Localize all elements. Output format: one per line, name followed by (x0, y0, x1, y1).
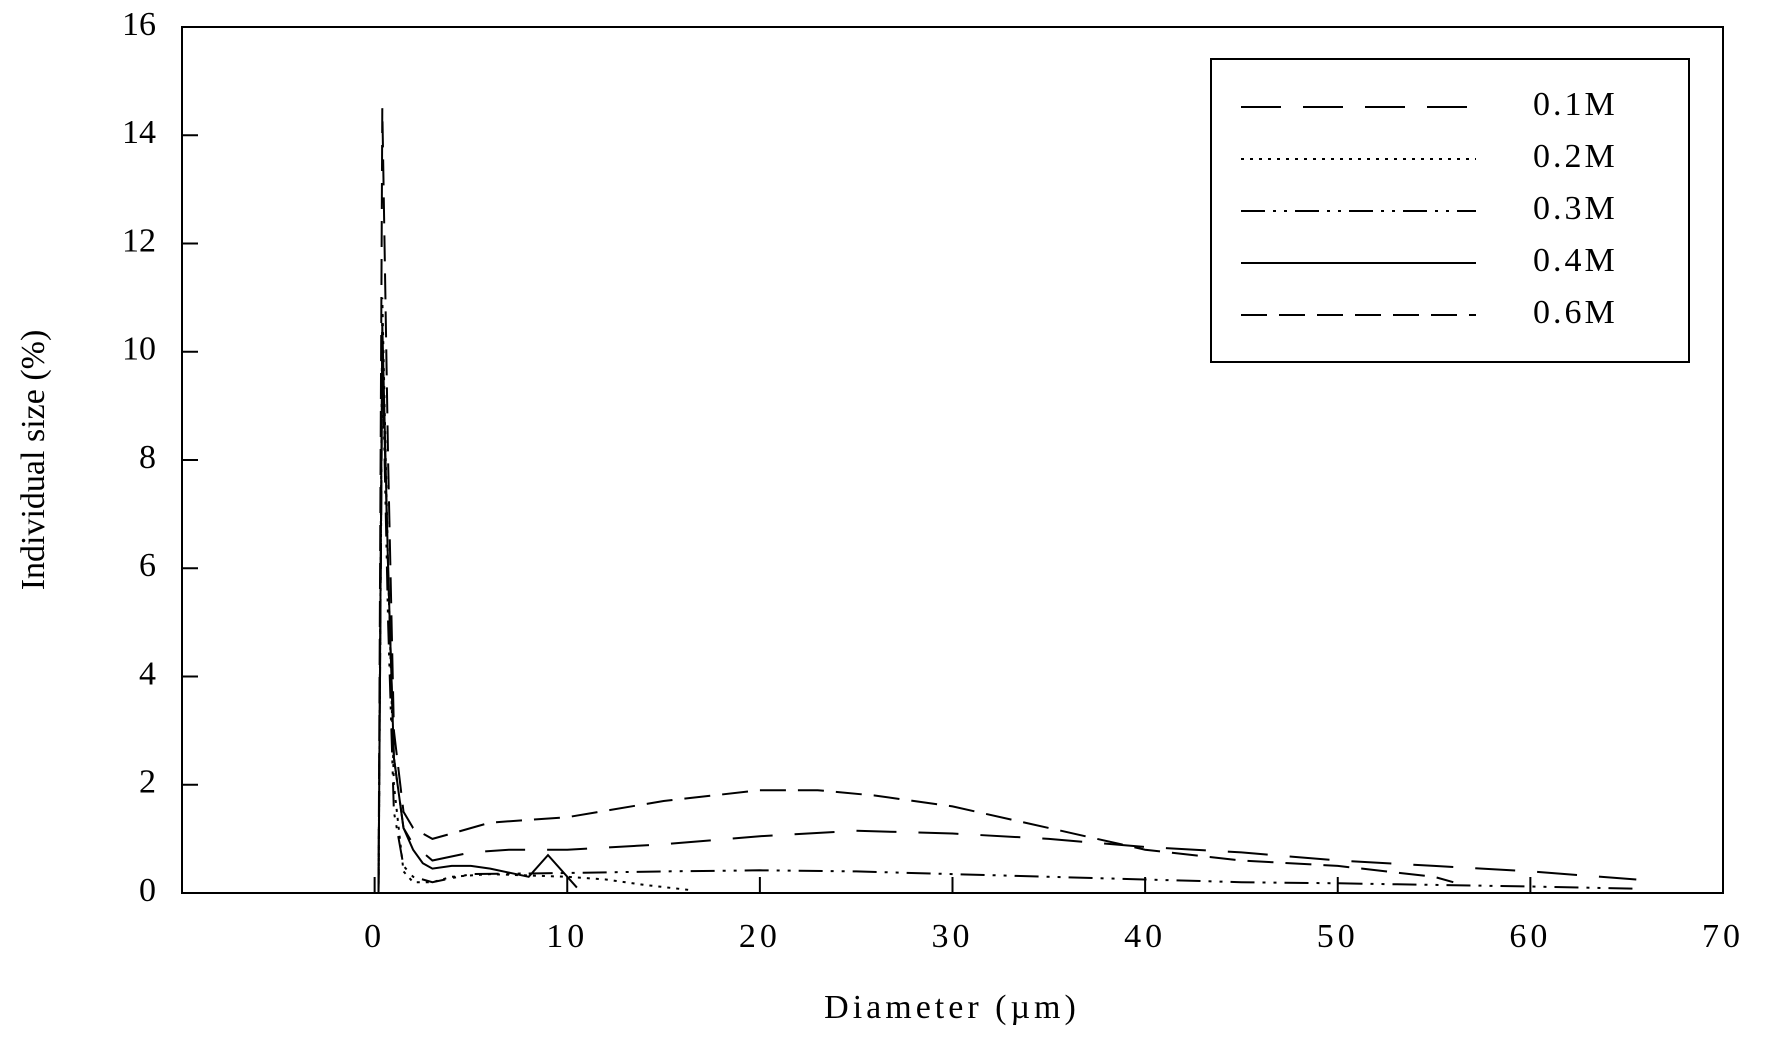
y-tick-label: 12 (122, 222, 156, 259)
series-line (377, 351, 1637, 894)
x-tick-label: 20 (739, 918, 781, 955)
y-tick-label: 8 (139, 439, 156, 476)
x-tick-label: 60 (1509, 918, 1551, 955)
legend-label: 0.3M (1533, 190, 1618, 227)
x-tick-label: 70 (1702, 918, 1744, 955)
y-tick-label: 0 (139, 872, 156, 909)
legend-label: 0.6M (1533, 294, 1618, 331)
y-tick-label: 10 (122, 331, 156, 368)
y-tick-label: 4 (139, 655, 156, 692)
legend-label: 0.1M (1533, 86, 1618, 123)
y-tick-label: 16 (122, 6, 156, 43)
y-tick-label: 6 (139, 547, 156, 584)
legend-label: 0.2M (1533, 138, 1618, 175)
x-tick-label: 40 (1124, 918, 1166, 955)
x-tick-label: 30 (932, 918, 974, 955)
y-axis-label: Individual size (%) (15, 330, 52, 591)
series-line (377, 324, 578, 894)
y-tick-label: 14 (122, 114, 156, 151)
x-tick-label: 50 (1317, 918, 1359, 955)
x-tick-label: 10 (546, 918, 588, 955)
y-tick-label: 2 (139, 764, 156, 801)
legend-label: 0.4M (1533, 242, 1618, 279)
x-axis-label: Diameter (µm) (824, 989, 1080, 1026)
series-line (377, 297, 693, 894)
series-line (377, 108, 1454, 894)
series-line (377, 351, 1637, 894)
legend-box (1210, 58, 1690, 363)
x-tick-label: 0 (364, 918, 385, 955)
